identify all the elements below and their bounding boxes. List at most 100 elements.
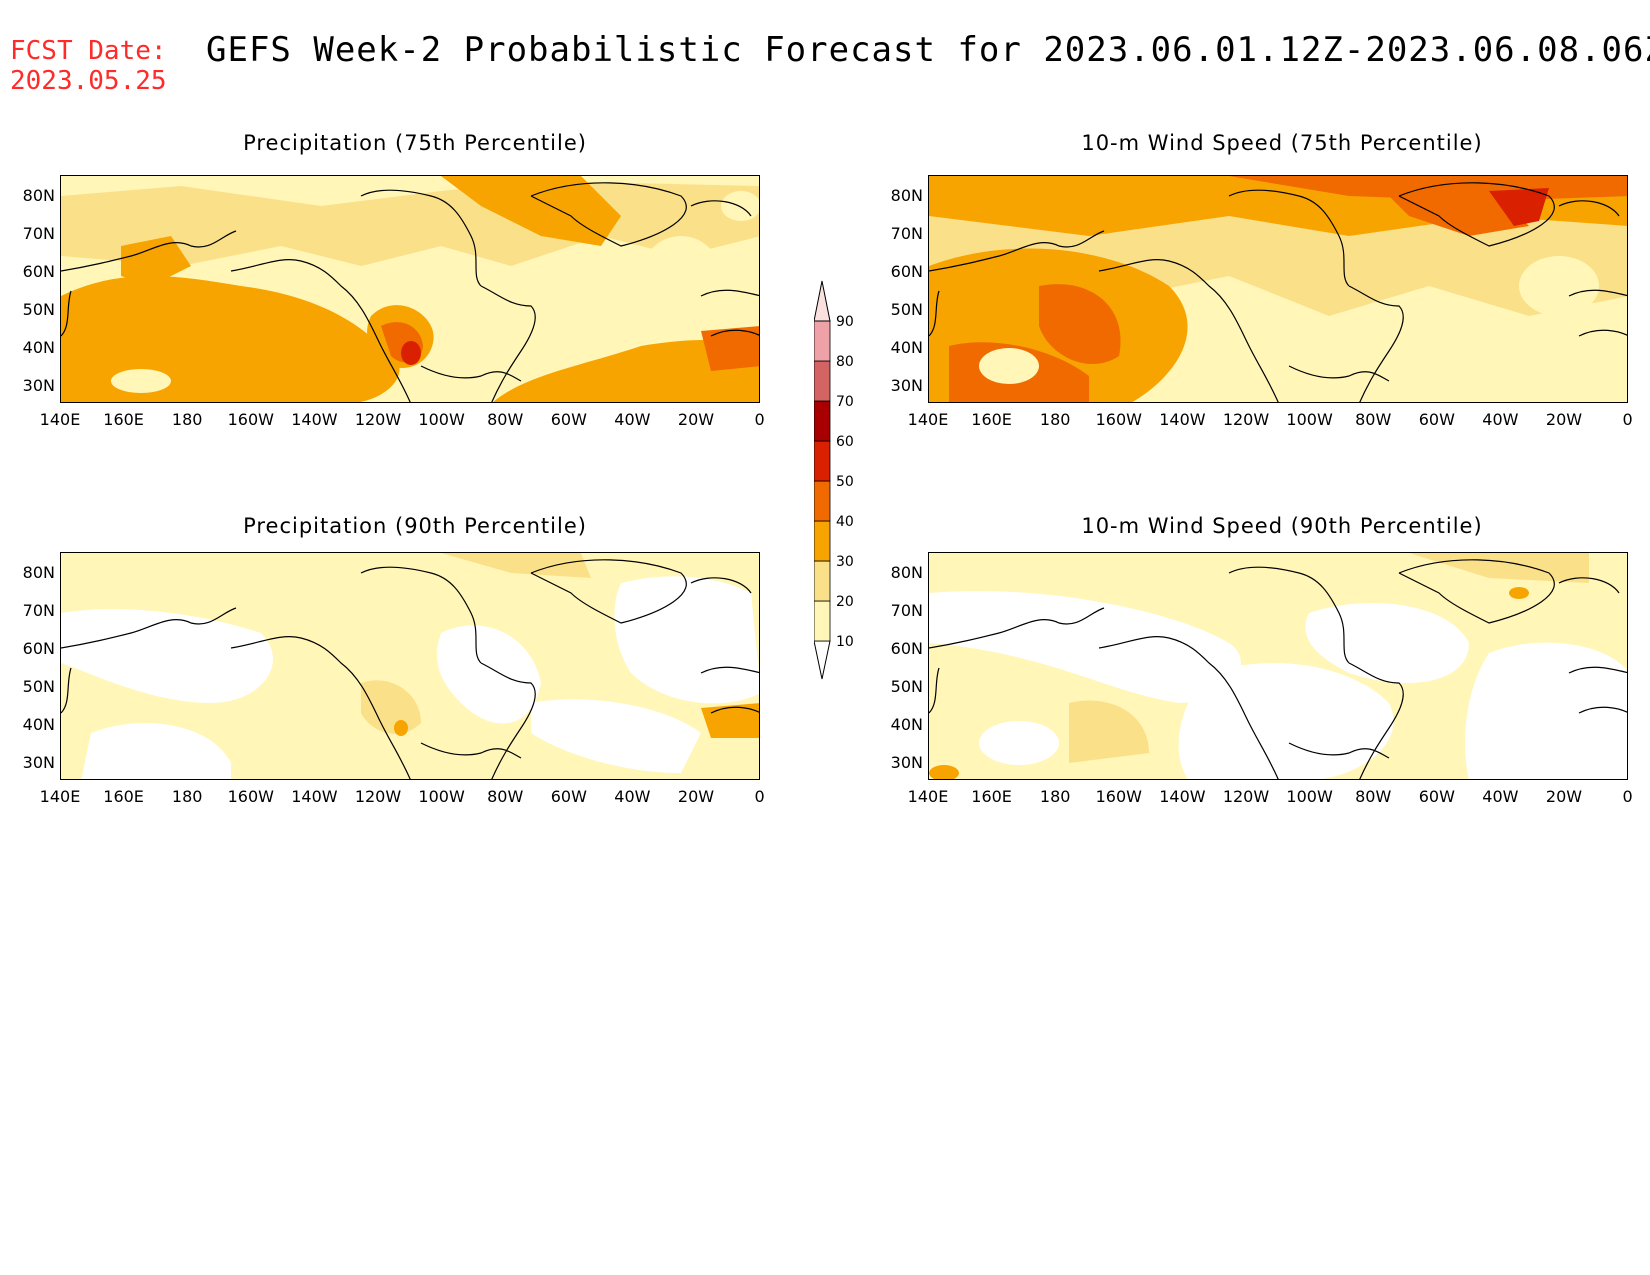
lat-label: 30N: [22, 753, 55, 772]
lat-label: 40N: [890, 715, 923, 734]
colorbar-swatch: [814, 600, 831, 642]
lon-label: 100W: [1286, 787, 1333, 806]
colorbar-swatch: [814, 520, 831, 562]
colorbar-tick-label: 10: [836, 634, 854, 650]
coastline: [530, 182, 687, 247]
probability-contour: [701, 326, 759, 371]
colorbar-swatch: [814, 320, 831, 362]
probability-contour: [1509, 587, 1529, 599]
map-wind75: [928, 175, 1628, 403]
lon-label: 140E: [907, 410, 949, 429]
coastline: [61, 230, 237, 272]
lat-label: 60N: [890, 262, 923, 281]
probability-contour: [441, 176, 621, 246]
map-precip90: [60, 552, 760, 780]
probability-contour: [361, 680, 421, 734]
lon-label: 80W: [487, 410, 524, 429]
lon-label: 160E: [971, 787, 1012, 806]
probability-contour: [929, 765, 959, 779]
probability-contour: [1489, 188, 1549, 226]
lon-label: 160E: [971, 410, 1012, 429]
probability-contour: [1305, 603, 1469, 683]
probability-contour: [441, 553, 591, 578]
coastline: [1348, 662, 1404, 779]
coastline: [230, 636, 411, 779]
probability-contour: [1069, 700, 1149, 763]
coastline: [530, 559, 687, 624]
probability-contour: [111, 369, 171, 393]
probability-contour: [701, 703, 759, 738]
coastline: [61, 290, 72, 337]
lat-label: 70N: [890, 224, 923, 243]
lon-label: 20W: [1545, 410, 1583, 429]
coastline: [929, 230, 1105, 272]
coastline: [360, 189, 482, 287]
colorbar-tick-label: 80: [836, 354, 854, 370]
coastline: [710, 706, 759, 714]
coastline: [1578, 706, 1627, 714]
lat-label: 80N: [890, 563, 923, 582]
probability-contour: [394, 720, 408, 736]
lon-label: 140E: [39, 787, 81, 806]
coastline: [1288, 365, 1390, 382]
probability-contour: [81, 723, 231, 779]
coastline: [1398, 182, 1555, 247]
colorbar-swatch: [814, 440, 831, 482]
probability-contour: [437, 625, 541, 724]
coastline: [700, 289, 759, 297]
coastline: [61, 607, 237, 649]
lon-label: 20W: [1545, 787, 1583, 806]
lon-label: 160E: [103, 787, 144, 806]
lat-label: 30N: [22, 376, 55, 395]
coastline: [1228, 189, 1350, 287]
forecast-date-label: FCST Date:: [10, 36, 167, 66]
coastline: [929, 290, 940, 337]
forecast-date-value: 2023.05.25: [10, 66, 167, 96]
lon-label: 0: [754, 787, 765, 806]
probability-contour: [929, 591, 1241, 703]
lat-label: 40N: [22, 715, 55, 734]
lat-label: 70N: [22, 601, 55, 620]
coastline: [480, 662, 536, 779]
colorbar-end-high: [814, 280, 831, 322]
lat-label: 50N: [22, 300, 55, 319]
probability-contour: [1465, 642, 1627, 779]
lat-label: 40N: [22, 338, 55, 357]
lon-label: 100W: [418, 410, 465, 429]
lon-label: 180: [1039, 410, 1071, 429]
colorbar-end-low: [814, 640, 831, 680]
panel-title-wind75: 10-m Wind Speed (75th Percentile): [1081, 131, 1483, 155]
lat-label: 50N: [22, 677, 55, 696]
probability-contour: [401, 341, 421, 365]
lon-label: 120W: [354, 410, 402, 429]
lon-label: 0: [754, 410, 765, 429]
lon-label: 100W: [1286, 410, 1333, 429]
colorbar-swatch: [814, 400, 831, 442]
probability-contour: [979, 721, 1059, 765]
lon-label: 140W: [291, 410, 338, 429]
lat-label: 80N: [890, 186, 923, 205]
probability-contour: [531, 699, 701, 773]
lon-label: 120W: [354, 787, 402, 806]
coastline: [1558, 577, 1620, 594]
lon-label: 180: [1039, 787, 1071, 806]
colorbar-swatch: [814, 360, 831, 402]
panel-title-precip90: Precipitation (90th Percentile): [243, 514, 587, 538]
coastline: [1568, 289, 1627, 297]
coastline: [1348, 285, 1404, 402]
lon-label: 180: [171, 787, 203, 806]
lon-label: 160W: [227, 410, 274, 429]
lon-label: 160W: [227, 787, 274, 806]
lon-label: 60W: [550, 410, 587, 429]
lon-label: 80W: [1355, 410, 1392, 429]
coastline: [360, 566, 482, 664]
lon-label: 160W: [1095, 410, 1142, 429]
probability-contour: [121, 236, 191, 286]
coastline: [929, 667, 940, 714]
panel-title-precip75: Precipitation (75th Percentile): [243, 131, 587, 155]
lon-label: 140W: [1159, 787, 1206, 806]
coastline: [1558, 200, 1620, 217]
coastline: [1288, 742, 1390, 759]
probability-contour: [1249, 356, 1369, 396]
page-title: GEFS Week-2 Probabilistic Forecast for 2…: [206, 30, 1650, 70]
